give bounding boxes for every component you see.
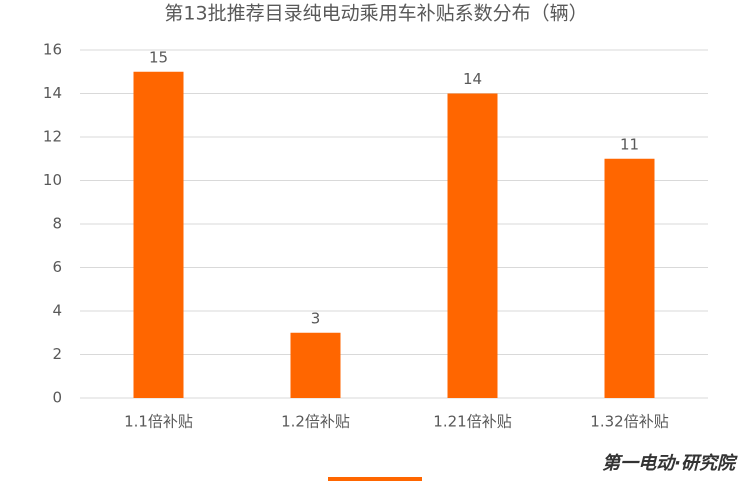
watermark: 第一电动·研究院 — [602, 453, 738, 474]
y-tick-label: 8 — [52, 215, 62, 233]
bar — [604, 158, 655, 398]
data-label: 3 — [311, 309, 321, 327]
y-tick-label: 16 — [43, 41, 62, 59]
data-label: 11 — [620, 135, 639, 153]
y-tick-label: 2 — [52, 345, 62, 363]
bar — [447, 93, 498, 398]
x-tick-label: 1.2倍补贴 — [281, 413, 350, 431]
y-tick-label: 4 — [52, 302, 62, 320]
y-tick-label: 0 — [52, 389, 62, 407]
data-label: 15 — [149, 48, 168, 66]
legend-swatch — [328, 477, 422, 481]
bar — [290, 332, 341, 398]
chart-title: 第13批推荐目录纯电动乘用车补贴系数分布（辆） — [164, 3, 587, 25]
y-tick-label: 10 — [43, 171, 62, 189]
x-tick-label: 1.32倍补贴 — [590, 413, 668, 431]
x-tick-label: 1.21倍补贴 — [433, 413, 511, 431]
y-tick-label: 6 — [52, 258, 62, 276]
bar — [133, 71, 184, 398]
data-label: 14 — [463, 70, 482, 88]
x-tick-label: 1.1倍补贴 — [124, 413, 193, 431]
y-tick-label: 14 — [43, 84, 62, 102]
y-tick-label: 12 — [43, 128, 62, 146]
